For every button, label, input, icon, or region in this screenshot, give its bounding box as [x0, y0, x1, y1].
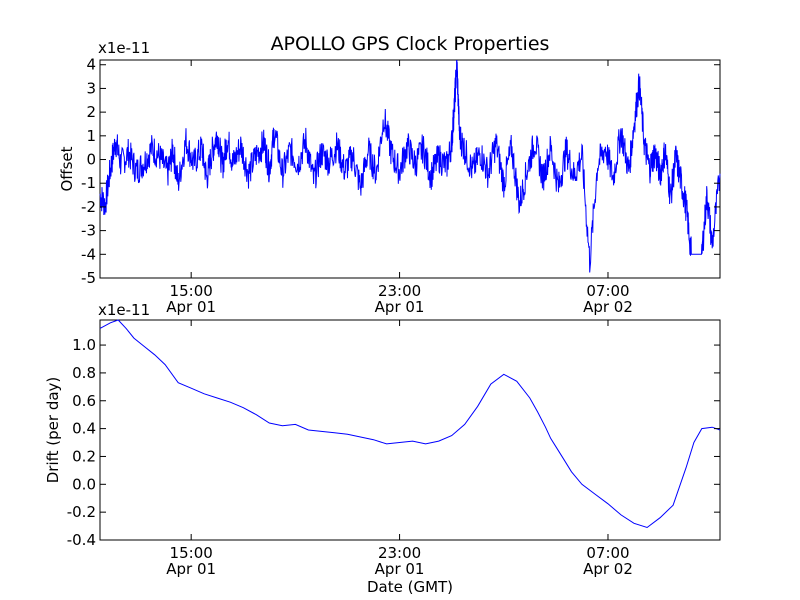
drift-ytick-label: 0.2 [72, 447, 96, 465]
offset-ytick-label: -5 [81, 269, 96, 287]
drift-ytick-label: -0.4 [67, 531, 96, 549]
drift-series-line [99, 319, 721, 529]
offset-xtick-label: Apr 02 [583, 298, 633, 316]
offset-series-line [99, 60, 721, 273]
offset-ytick-label: -1 [81, 174, 96, 192]
drift-xtick-label: 15:00 [170, 544, 213, 562]
offset-plot-frame [99, 59, 721, 279]
drift-x-axis-label: Date (GMT) [367, 578, 453, 596]
offset-ytick-label: -4 [81, 245, 96, 263]
drift-ytick-label: 0.8 [72, 364, 96, 382]
offset-xtick-label: Apr 01 [166, 298, 216, 316]
offset-ytick-label: 2 [86, 103, 96, 121]
drift-ytick-label: 0.6 [72, 392, 96, 410]
offset-ytick-label: 1 [86, 127, 96, 145]
chart-title: APOLLO GPS Clock Properties [271, 33, 550, 55]
drift-ytick-label: 0.0 [72, 475, 96, 493]
offset-xtick-label: 15:00 [170, 282, 213, 300]
offset-xtick-label: 07:00 [586, 282, 629, 300]
offset-ytick-label: -2 [81, 198, 96, 216]
drift-ytick-label: 0.4 [72, 420, 96, 438]
offset-ytick-label: 4 [86, 56, 96, 74]
offset-ytick-label: -3 [81, 222, 96, 240]
drift-xtick-label: Apr 01 [166, 560, 216, 578]
drift-xtick-label: 07:00 [586, 544, 629, 562]
offset-y-axis-label: Offset [58, 146, 76, 191]
offset-ytick-label: 0 [86, 151, 96, 169]
drift-xtick-label: Apr 02 [583, 560, 633, 578]
drift-multiplier-label: x1e-11 [98, 301, 150, 319]
offset-xtick-label: 23:00 [378, 282, 421, 300]
offset-xtick-label: Apr 01 [375, 298, 425, 316]
offset-multiplier-label: x1e-11 [98, 39, 150, 57]
drift-y-axis-label: Drift (per day) [44, 377, 62, 484]
drift-ytick-label: 1.0 [72, 336, 96, 354]
drift-ytick-label: -0.2 [67, 503, 96, 521]
offset-ytick-label: 3 [86, 79, 96, 97]
drift-xtick-label: 23:00 [378, 544, 421, 562]
drift-xtick-label: Apr 01 [375, 560, 425, 578]
